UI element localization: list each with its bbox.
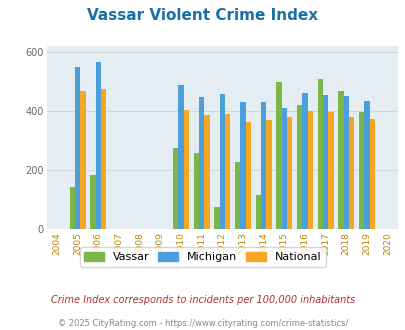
Bar	[337, 90, 343, 229]
Bar	[214, 207, 219, 229]
Bar	[90, 175, 96, 229]
Bar	[286, 117, 292, 229]
Bar	[96, 62, 101, 229]
Bar	[322, 95, 328, 229]
Bar	[328, 112, 333, 229]
Bar	[198, 97, 204, 229]
Text: © 2025 CityRating.com - https://www.cityrating.com/crime-statistics/: © 2025 CityRating.com - https://www.city…	[58, 319, 347, 328]
Bar	[193, 152, 198, 229]
Bar	[240, 102, 245, 229]
Bar	[296, 105, 301, 229]
Bar	[69, 186, 75, 229]
Bar	[363, 101, 369, 229]
Bar	[80, 90, 85, 229]
Text: Crime Index corresponds to incidents per 100,000 inhabitants: Crime Index corresponds to incidents per…	[51, 295, 354, 305]
Bar	[348, 117, 354, 229]
Bar	[266, 120, 271, 229]
Bar	[301, 93, 307, 229]
Bar	[219, 94, 224, 229]
Bar	[281, 108, 286, 229]
Bar	[255, 195, 260, 229]
Bar	[75, 67, 80, 229]
Bar	[245, 122, 250, 229]
Bar	[317, 79, 322, 229]
Bar	[183, 110, 189, 229]
Bar	[369, 118, 374, 229]
Bar	[234, 162, 240, 229]
Bar	[260, 102, 266, 229]
Text: Vassar Violent Crime Index: Vassar Violent Crime Index	[87, 8, 318, 23]
Bar	[101, 89, 106, 229]
Bar	[173, 148, 178, 229]
Bar	[358, 112, 363, 229]
Bar	[224, 114, 230, 229]
Bar	[204, 115, 209, 229]
Bar	[307, 111, 312, 229]
Bar	[275, 82, 281, 229]
Bar	[343, 96, 348, 229]
Bar	[178, 84, 183, 229]
Legend: Vassar, Michigan, National: Vassar, Michigan, National	[79, 248, 326, 267]
